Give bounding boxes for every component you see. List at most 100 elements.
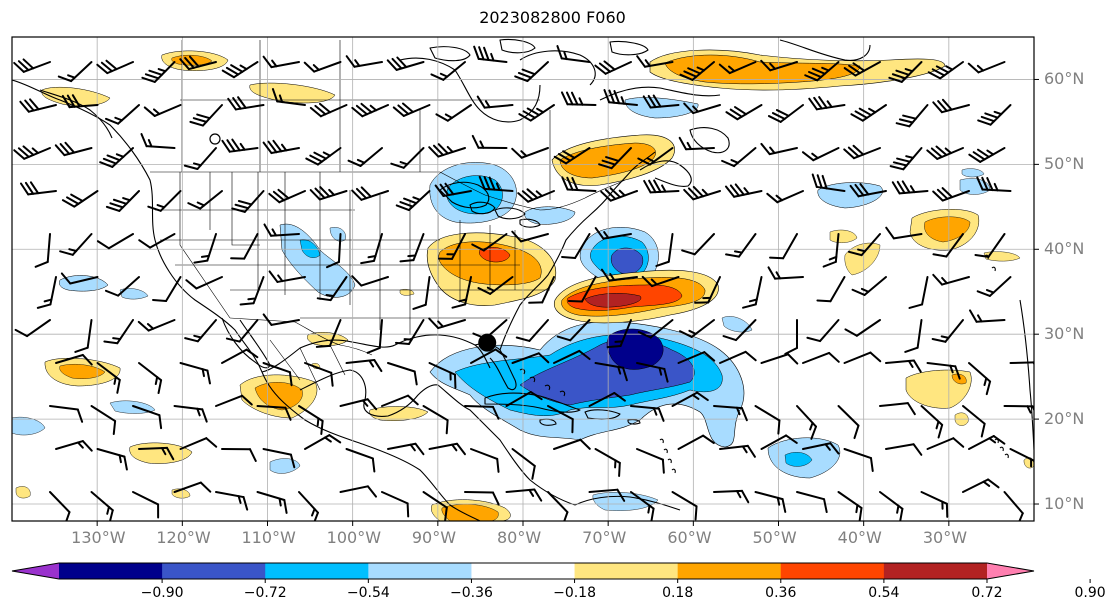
wind-barb	[962, 478, 1000, 493]
wind-barb	[55, 440, 93, 452]
wind-barb	[671, 491, 698, 521]
wind-barb	[34, 233, 51, 268]
wind-barb	[179, 437, 218, 450]
colorbar-label: −0.72	[243, 585, 287, 601]
wind-barb	[643, 179, 680, 194]
wind-barb	[637, 147, 674, 166]
wind-barb	[152, 276, 182, 302]
wind-barb	[630, 491, 655, 521]
wind-barb	[760, 353, 799, 365]
wind-barb	[476, 95, 514, 109]
lat-label: 40°N	[1044, 239, 1085, 259]
wind-barb	[683, 102, 721, 115]
wind-barb	[637, 319, 674, 339]
wind-barb	[677, 351, 716, 364]
wind-barb	[642, 94, 680, 109]
wind-barb	[183, 147, 217, 170]
wind-barb	[61, 190, 99, 208]
wind-barb	[851, 276, 887, 296]
wind-barb	[184, 319, 217, 343]
wind-barb	[143, 104, 182, 117]
wind-barb	[304, 434, 342, 450]
wind-barb	[679, 61, 715, 81]
wind-barb	[515, 319, 549, 342]
wind-barb	[399, 233, 425, 263]
wind-barb	[594, 60, 632, 75]
wind-barb	[888, 61, 923, 83]
wind-barb	[215, 394, 253, 407]
wind-barb	[722, 319, 757, 342]
wind-barb	[193, 233, 217, 264]
lon-label: 120°W	[156, 528, 211, 547]
wind-barb	[263, 223, 300, 237]
wind-barb	[345, 359, 383, 373]
wind-barb	[132, 491, 160, 519]
wind-barb	[804, 61, 840, 82]
wind-barb	[59, 233, 93, 256]
wind-barb	[641, 275, 680, 288]
cuba-outline	[484, 392, 581, 413]
colorbar-bin	[574, 563, 679, 579]
wind-barb	[556, 319, 591, 342]
wind-barb	[221, 138, 259, 153]
wind-barb	[390, 147, 425, 169]
colorbar-label: −0.90	[140, 585, 184, 601]
wind-barb	[678, 136, 715, 151]
lon-label: 50°W	[752, 528, 797, 547]
wind-barb	[74, 319, 93, 353]
wind-barb	[677, 434, 715, 450]
wind-barb	[138, 233, 176, 249]
wind-barb	[962, 405, 986, 438]
wind-barb	[811, 173, 846, 192]
wind-barb	[926, 145, 964, 160]
colorbar-bin	[677, 563, 782, 579]
wind-barb	[435, 104, 472, 122]
wind-barb	[477, 276, 514, 295]
wind-barb	[55, 353, 93, 366]
wind-barb	[636, 362, 669, 383]
wind-barb	[437, 233, 466, 260]
wind-barb	[309, 186, 348, 201]
wind-barb	[262, 362, 293, 387]
wind-barb	[471, 233, 508, 252]
wind-barb	[54, 141, 93, 157]
wind-barb	[428, 317, 466, 330]
wind-barb	[298, 405, 324, 436]
map-title: 2023082800 F060	[479, 8, 626, 27]
wind-barb	[594, 227, 632, 240]
wind-barb	[381, 394, 419, 407]
great-lakes-outline	[439, 181, 490, 209]
wind-barb	[718, 61, 757, 75]
wind-barb	[395, 190, 431, 212]
wind-barb	[843, 351, 882, 364]
wind-barb	[561, 176, 597, 192]
wind-barb	[968, 362, 992, 396]
wind-barb	[760, 434, 798, 450]
wind-barb	[760, 142, 798, 156]
wind-barb	[471, 134, 508, 149]
wind-barb	[14, 319, 51, 338]
wind-barb	[103, 319, 134, 345]
wind-barb	[339, 485, 378, 498]
wind-barb	[221, 348, 259, 364]
wind-barb	[594, 362, 628, 382]
wind-barb	[567, 276, 597, 303]
wind-barb	[392, 102, 431, 117]
wind-barb	[304, 362, 334, 387]
wind-barb	[606, 319, 632, 349]
wind-barb	[478, 175, 514, 192]
wind-barb	[422, 405, 449, 435]
wind-barb	[920, 491, 949, 518]
lon-label: 30°W	[922, 528, 968, 547]
wind-barb	[147, 190, 182, 212]
wind-barb	[553, 349, 591, 364]
lon-label: 90°W	[411, 528, 457, 547]
wind-barb	[556, 45, 591, 63]
wind-barb	[719, 350, 757, 364]
wind-barb	[885, 443, 923, 456]
wind-barb	[879, 491, 904, 521]
wind-barb	[305, 147, 342, 166]
wind-barb	[843, 61, 881, 77]
coastlines	[12, 38, 1034, 521]
wind-barb	[904, 319, 923, 353]
